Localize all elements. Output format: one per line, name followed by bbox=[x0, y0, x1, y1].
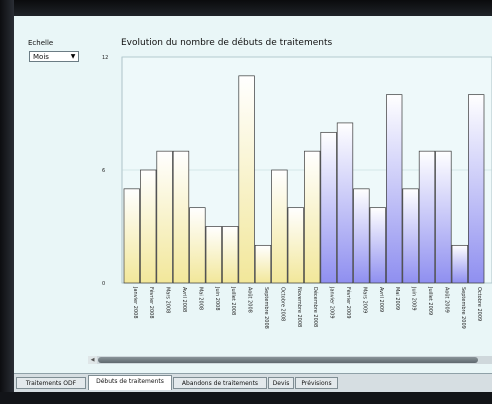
scroll-left-icon[interactable]: ◀ bbox=[88, 356, 97, 364]
scale-select-value: Mois bbox=[33, 53, 49, 61]
scale-label: Echelle bbox=[28, 39, 54, 47]
x-tick-label: Avril 2008 bbox=[181, 287, 187, 312]
x-tick-label: Septembre 2008 bbox=[263, 287, 269, 329]
bar bbox=[369, 207, 386, 284]
x-tick-label: Août 2009 bbox=[443, 287, 450, 313]
dropdown-arrow-icon[interactable]: ▼ bbox=[70, 53, 76, 60]
scale-select[interactable]: Mois ▼ bbox=[29, 51, 79, 62]
x-tick-label: Juillet 2008 bbox=[230, 286, 236, 315]
x-tick-label: Juin 2008 bbox=[214, 286, 220, 311]
bar bbox=[222, 226, 239, 284]
bar bbox=[402, 188, 419, 284]
x-tick-label: Janvier 2008 bbox=[132, 286, 138, 319]
bar bbox=[287, 207, 304, 284]
bar-chart: 0 6 12 Janvier 2008 Février 2008 Mars 2008 Avr… bbox=[102, 55, 492, 329]
x-tick-label: Août 2008 bbox=[247, 287, 254, 313]
tab-strip: Traitements ODF Débuts de traitements Ab… bbox=[14, 373, 492, 392]
bar bbox=[418, 150, 436, 284]
x-tick-label: Octobre 2009 bbox=[476, 287, 482, 321]
bar bbox=[238, 75, 255, 284]
bar bbox=[304, 150, 321, 284]
x-tick-label: Mai 2008 bbox=[197, 287, 203, 310]
screen-bottom-bezel bbox=[0, 392, 492, 404]
bar bbox=[435, 150, 452, 284]
x-tick-label: Avril 2009 bbox=[378, 287, 384, 312]
bar bbox=[189, 207, 206, 284]
bar bbox=[140, 169, 157, 284]
x-tick-label: Mai 2009 bbox=[394, 287, 400, 310]
y-tick-label: 0 bbox=[102, 281, 105, 287]
app-window: Echelle Mois ▼ Evolution du nombre de dé… bbox=[14, 16, 492, 392]
x-tick-label: Mars 2009 bbox=[361, 287, 367, 313]
y-tick-label: 12 bbox=[102, 55, 108, 61]
bar bbox=[320, 131, 337, 284]
tab-abandons-traitements[interactable]: Abandons de traitements bbox=[173, 377, 267, 389]
x-tick-label: Novembre 2008 bbox=[296, 287, 302, 327]
bar bbox=[156, 150, 173, 284]
bar bbox=[205, 226, 222, 284]
bar bbox=[353, 188, 370, 284]
tab-traitements-odf[interactable]: Traitements ODF bbox=[16, 377, 86, 389]
bar bbox=[451, 244, 468, 284]
horizontal-scrollbar[interactable]: ◀ bbox=[88, 356, 492, 364]
x-tick-label: Mars 2008 bbox=[165, 287, 171, 313]
x-tick-label: Décembre 2008 bbox=[312, 287, 319, 327]
bar bbox=[172, 150, 190, 284]
x-tick-label: Juillet 2009 bbox=[427, 286, 433, 315]
tab-devis[interactable]: Devis bbox=[268, 377, 294, 389]
bar bbox=[254, 244, 272, 284]
x-tick-label: Septembre 2009 bbox=[460, 287, 466, 329]
bar bbox=[123, 188, 140, 284]
x-tick-label: Janvier 2009 bbox=[329, 286, 335, 319]
x-tick-label: Février 2009 bbox=[345, 287, 352, 319]
tab-debuts-traitements[interactable]: Débuts de traitements bbox=[88, 375, 172, 390]
scrollbar-thumb[interactable] bbox=[98, 357, 478, 363]
bar bbox=[386, 94, 403, 284]
y-tick-label: 6 bbox=[102, 168, 105, 174]
x-tick-label: Octobre 2008 bbox=[279, 287, 285, 321]
bar bbox=[336, 122, 354, 284]
bar bbox=[271, 169, 288, 284]
x-tick-label: Juin 2009 bbox=[411, 286, 417, 311]
tab-previsions[interactable]: Prévisions bbox=[295, 377, 338, 389]
bar bbox=[468, 94, 485, 284]
x-tick-label: Février 2008 bbox=[148, 287, 155, 319]
chart-title: Evolution du nombre de débuts de traitem… bbox=[121, 38, 333, 48]
screen-top-bezel bbox=[0, 0, 492, 16]
screen-left-bezel bbox=[0, 0, 14, 404]
